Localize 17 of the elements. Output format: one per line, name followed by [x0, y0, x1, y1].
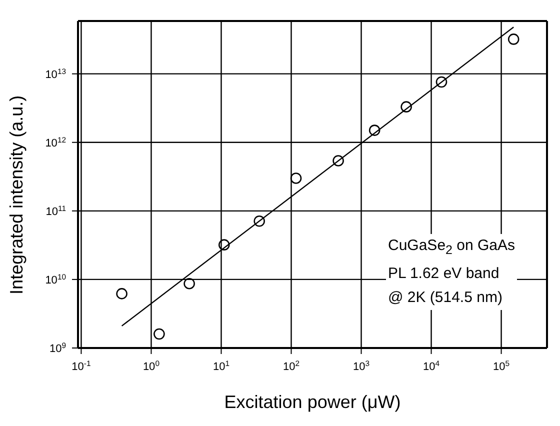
annotation: @ 2K (514.5 nm): [388, 288, 504, 308]
x-axis-title: Excitation power (μW): [224, 392, 401, 412]
x-tick-label: 10$^{3}$: [352, 358, 370, 373]
y-tick-label: 10$^{10}$: [45, 272, 66, 286]
x-tick-label: 10$^{0}$: [142, 358, 160, 373]
x-tick-label: 10$^{5}$: [493, 358, 510, 373]
y-axis-title: Integrated intensity (a.u.): [6, 95, 26, 294]
y-tick-label: 10$^{11}$: [46, 203, 66, 218]
y-tick-label: 10$^{9}$: [49, 340, 66, 355]
annotation: PL 1.62 eV band: [388, 264, 500, 284]
x-tick-label: 10$^{4}$: [422, 358, 440, 373]
x-tick-label: 10$^{2}$: [282, 358, 300, 373]
x-tick-label: 10$^{-1}$: [72, 358, 91, 373]
x-tick-label: 10$^{1}$: [212, 358, 230, 373]
y-tick-label: 10$^{12}$: [45, 134, 66, 150]
annotation: CuGaSe$_{2}$ on GaAs: [388, 236, 516, 259]
y-tick-label: 10$^{13}$: [45, 66, 66, 81]
